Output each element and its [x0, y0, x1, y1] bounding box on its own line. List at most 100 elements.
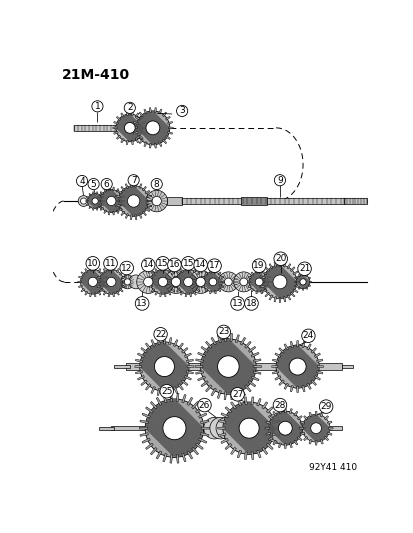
Polygon shape: [173, 386, 178, 393]
Circle shape: [164, 270, 187, 294]
Circle shape: [107, 196, 116, 206]
Polygon shape: [324, 416, 328, 420]
Text: 19: 19: [253, 261, 264, 270]
Polygon shape: [247, 285, 251, 288]
Polygon shape: [139, 139, 143, 144]
Polygon shape: [201, 276, 204, 279]
Polygon shape: [121, 200, 125, 201]
Circle shape: [92, 198, 98, 204]
Bar: [182, 198, 344, 205]
Circle shape: [272, 275, 286, 289]
Polygon shape: [112, 293, 114, 297]
Polygon shape: [162, 394, 167, 403]
Polygon shape: [116, 117, 120, 120]
Circle shape: [239, 278, 247, 286]
Text: 14: 14: [142, 261, 154, 269]
Circle shape: [189, 270, 212, 294]
Polygon shape: [247, 276, 251, 279]
Polygon shape: [176, 272, 180, 275]
Circle shape: [310, 423, 321, 433]
Polygon shape: [319, 439, 323, 444]
Polygon shape: [119, 272, 123, 275]
Polygon shape: [225, 443, 231, 450]
Polygon shape: [310, 348, 316, 353]
Polygon shape: [89, 267, 91, 271]
Polygon shape: [164, 267, 166, 271]
Circle shape: [301, 414, 329, 442]
Polygon shape: [130, 182, 132, 187]
Circle shape: [120, 275, 134, 289]
Polygon shape: [197, 376, 205, 381]
Polygon shape: [101, 272, 104, 275]
Polygon shape: [181, 348, 188, 353]
Polygon shape: [205, 385, 211, 392]
Circle shape: [288, 358, 305, 375]
Polygon shape: [256, 450, 261, 458]
Polygon shape: [121, 285, 125, 288]
Polygon shape: [126, 140, 128, 144]
Polygon shape: [221, 438, 228, 443]
Polygon shape: [282, 296, 285, 302]
Polygon shape: [99, 272, 103, 275]
Polygon shape: [130, 215, 132, 220]
Polygon shape: [308, 412, 311, 417]
Polygon shape: [142, 127, 146, 128]
Polygon shape: [101, 204, 104, 206]
Text: 13: 13: [136, 299, 147, 308]
Polygon shape: [167, 269, 171, 272]
Polygon shape: [102, 200, 104, 201]
Polygon shape: [149, 108, 151, 112]
Polygon shape: [292, 289, 297, 293]
Polygon shape: [101, 197, 104, 198]
Circle shape: [295, 275, 309, 289]
Text: 24: 24: [302, 332, 313, 340]
Polygon shape: [214, 290, 216, 294]
Polygon shape: [274, 376, 280, 380]
Polygon shape: [184, 353, 191, 358]
Polygon shape: [278, 443, 281, 448]
Text: 3: 3: [179, 107, 185, 116]
Polygon shape: [186, 370, 193, 374]
Polygon shape: [101, 288, 104, 292]
Text: 26: 26: [198, 401, 210, 409]
Polygon shape: [278, 380, 284, 385]
Bar: [74, 125, 118, 131]
Polygon shape: [204, 288, 207, 292]
Polygon shape: [185, 267, 187, 271]
Polygon shape: [272, 359, 278, 362]
Text: 8: 8: [154, 180, 159, 189]
Polygon shape: [195, 443, 203, 449]
Polygon shape: [115, 204, 120, 207]
Polygon shape: [297, 416, 301, 420]
Polygon shape: [299, 421, 304, 424]
Circle shape: [217, 356, 239, 377]
Polygon shape: [283, 344, 288, 350]
Circle shape: [278, 421, 292, 435]
Polygon shape: [181, 394, 185, 403]
Polygon shape: [313, 353, 320, 358]
Polygon shape: [97, 269, 101, 272]
Polygon shape: [147, 204, 152, 207]
Polygon shape: [131, 140, 133, 144]
Polygon shape: [230, 447, 236, 455]
Polygon shape: [177, 384, 183, 390]
Circle shape: [88, 277, 97, 287]
Polygon shape: [116, 269, 119, 272]
Text: 22: 22: [154, 330, 166, 339]
Polygon shape: [197, 352, 205, 357]
Polygon shape: [108, 211, 110, 215]
Polygon shape: [307, 285, 310, 287]
Polygon shape: [299, 432, 304, 435]
Polygon shape: [195, 366, 202, 368]
Polygon shape: [139, 112, 143, 117]
Polygon shape: [200, 381, 208, 387]
Polygon shape: [286, 264, 290, 269]
Polygon shape: [282, 262, 285, 267]
Polygon shape: [266, 285, 270, 288]
Polygon shape: [139, 427, 147, 429]
Text: 12: 12: [121, 263, 132, 272]
Circle shape: [129, 275, 142, 289]
Polygon shape: [309, 281, 311, 282]
Polygon shape: [171, 288, 174, 292]
Polygon shape: [147, 281, 151, 282]
